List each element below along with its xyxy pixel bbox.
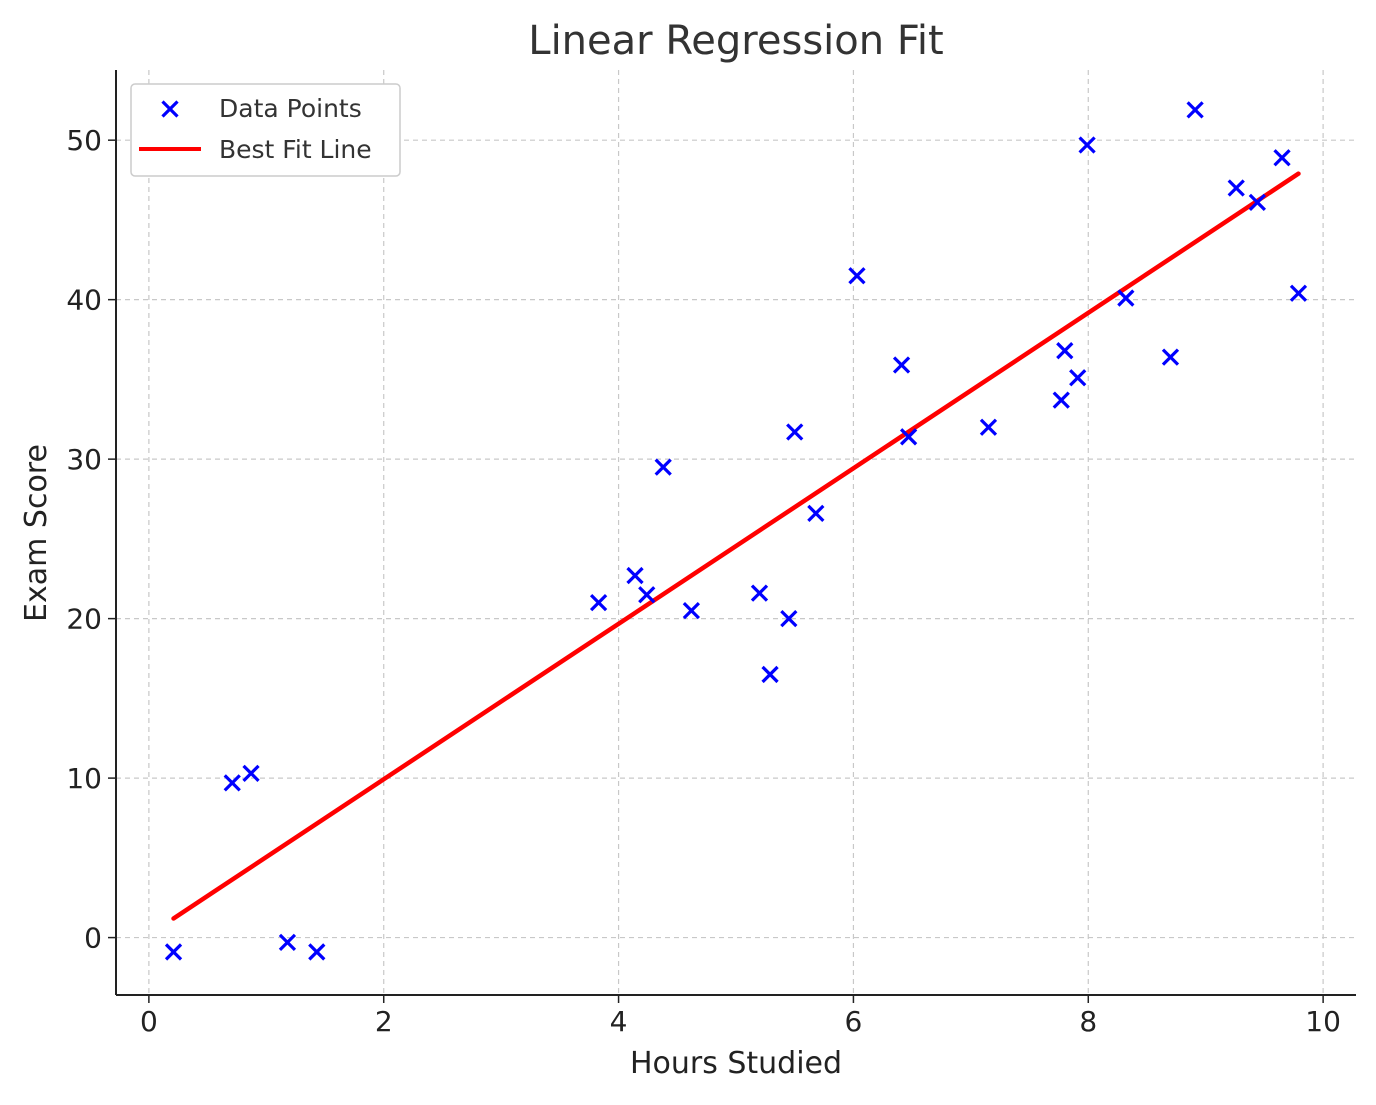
legend: Data Points Best Fit Line bbox=[130, 83, 401, 177]
data-point bbox=[786, 423, 804, 441]
data-point bbox=[1117, 289, 1135, 307]
data-point bbox=[1052, 391, 1070, 409]
y-tick-label: 50 bbox=[66, 124, 102, 157]
y-tick-label: 40 bbox=[66, 284, 102, 317]
legend-label-best-fit-line: Best Fit Line bbox=[219, 135, 372, 164]
best-fit-line bbox=[171, 171, 1301, 921]
x-tick-label: 6 bbox=[845, 1005, 863, 1038]
chart-title: Linear Regression Fit bbox=[528, 18, 943, 64]
data-point bbox=[807, 504, 825, 522]
legend-marker-data-points bbox=[161, 100, 179, 118]
data-points bbox=[164, 101, 1308, 961]
data-point bbox=[1186, 101, 1204, 119]
x-axis-label: Hours Studied bbox=[630, 1046, 842, 1081]
data-point bbox=[654, 458, 672, 476]
data-point bbox=[1273, 149, 1291, 167]
x-marker-icon bbox=[161, 100, 179, 118]
data-point bbox=[1161, 348, 1180, 366]
data-point bbox=[1056, 342, 1074, 360]
data-point bbox=[589, 594, 608, 612]
x-tick-label: 10 bbox=[1305, 1005, 1341, 1038]
y-tick-label: 30 bbox=[66, 443, 102, 476]
legend-box bbox=[130, 83, 401, 177]
data-point bbox=[164, 943, 183, 961]
legend-label-data-points: Data Points bbox=[219, 94, 362, 123]
data-point bbox=[979, 418, 998, 436]
y-tick-label: 0 bbox=[84, 922, 102, 955]
axes bbox=[108, 70, 1356, 1003]
data-point bbox=[223, 774, 241, 792]
data-point bbox=[780, 609, 798, 628]
data-point bbox=[308, 943, 326, 961]
tick-labels: 0 2 4 6 8 10 0 10 20 30 40 50 bbox=[66, 124, 1341, 1038]
y-axis-label: Exam Score bbox=[19, 444, 54, 622]
grid bbox=[116, 70, 1356, 995]
data-point bbox=[1248, 193, 1266, 212]
data-point bbox=[682, 602, 701, 620]
y-tick-label: 10 bbox=[66, 762, 102, 795]
data-point bbox=[626, 566, 644, 585]
data-point bbox=[899, 428, 918, 446]
data-point bbox=[761, 665, 779, 684]
data-point bbox=[1069, 369, 1087, 387]
data-point bbox=[1227, 179, 1245, 197]
x-tick-label: 4 bbox=[610, 1005, 628, 1038]
data-point bbox=[638, 586, 656, 604]
data-point bbox=[750, 584, 769, 602]
data-point bbox=[278, 933, 297, 952]
fit-line-layer bbox=[171, 171, 1301, 921]
data-point bbox=[892, 356, 911, 374]
x-tick-label: 0 bbox=[140, 1005, 158, 1038]
data-point bbox=[242, 764, 260, 782]
x-tick-label: 2 bbox=[375, 1005, 393, 1038]
data-point bbox=[848, 267, 866, 285]
data-point bbox=[1289, 284, 1308, 302]
data-point bbox=[1078, 136, 1096, 154]
y-tick-label: 20 bbox=[66, 603, 102, 636]
x-tick-label: 8 bbox=[1079, 1005, 1097, 1038]
